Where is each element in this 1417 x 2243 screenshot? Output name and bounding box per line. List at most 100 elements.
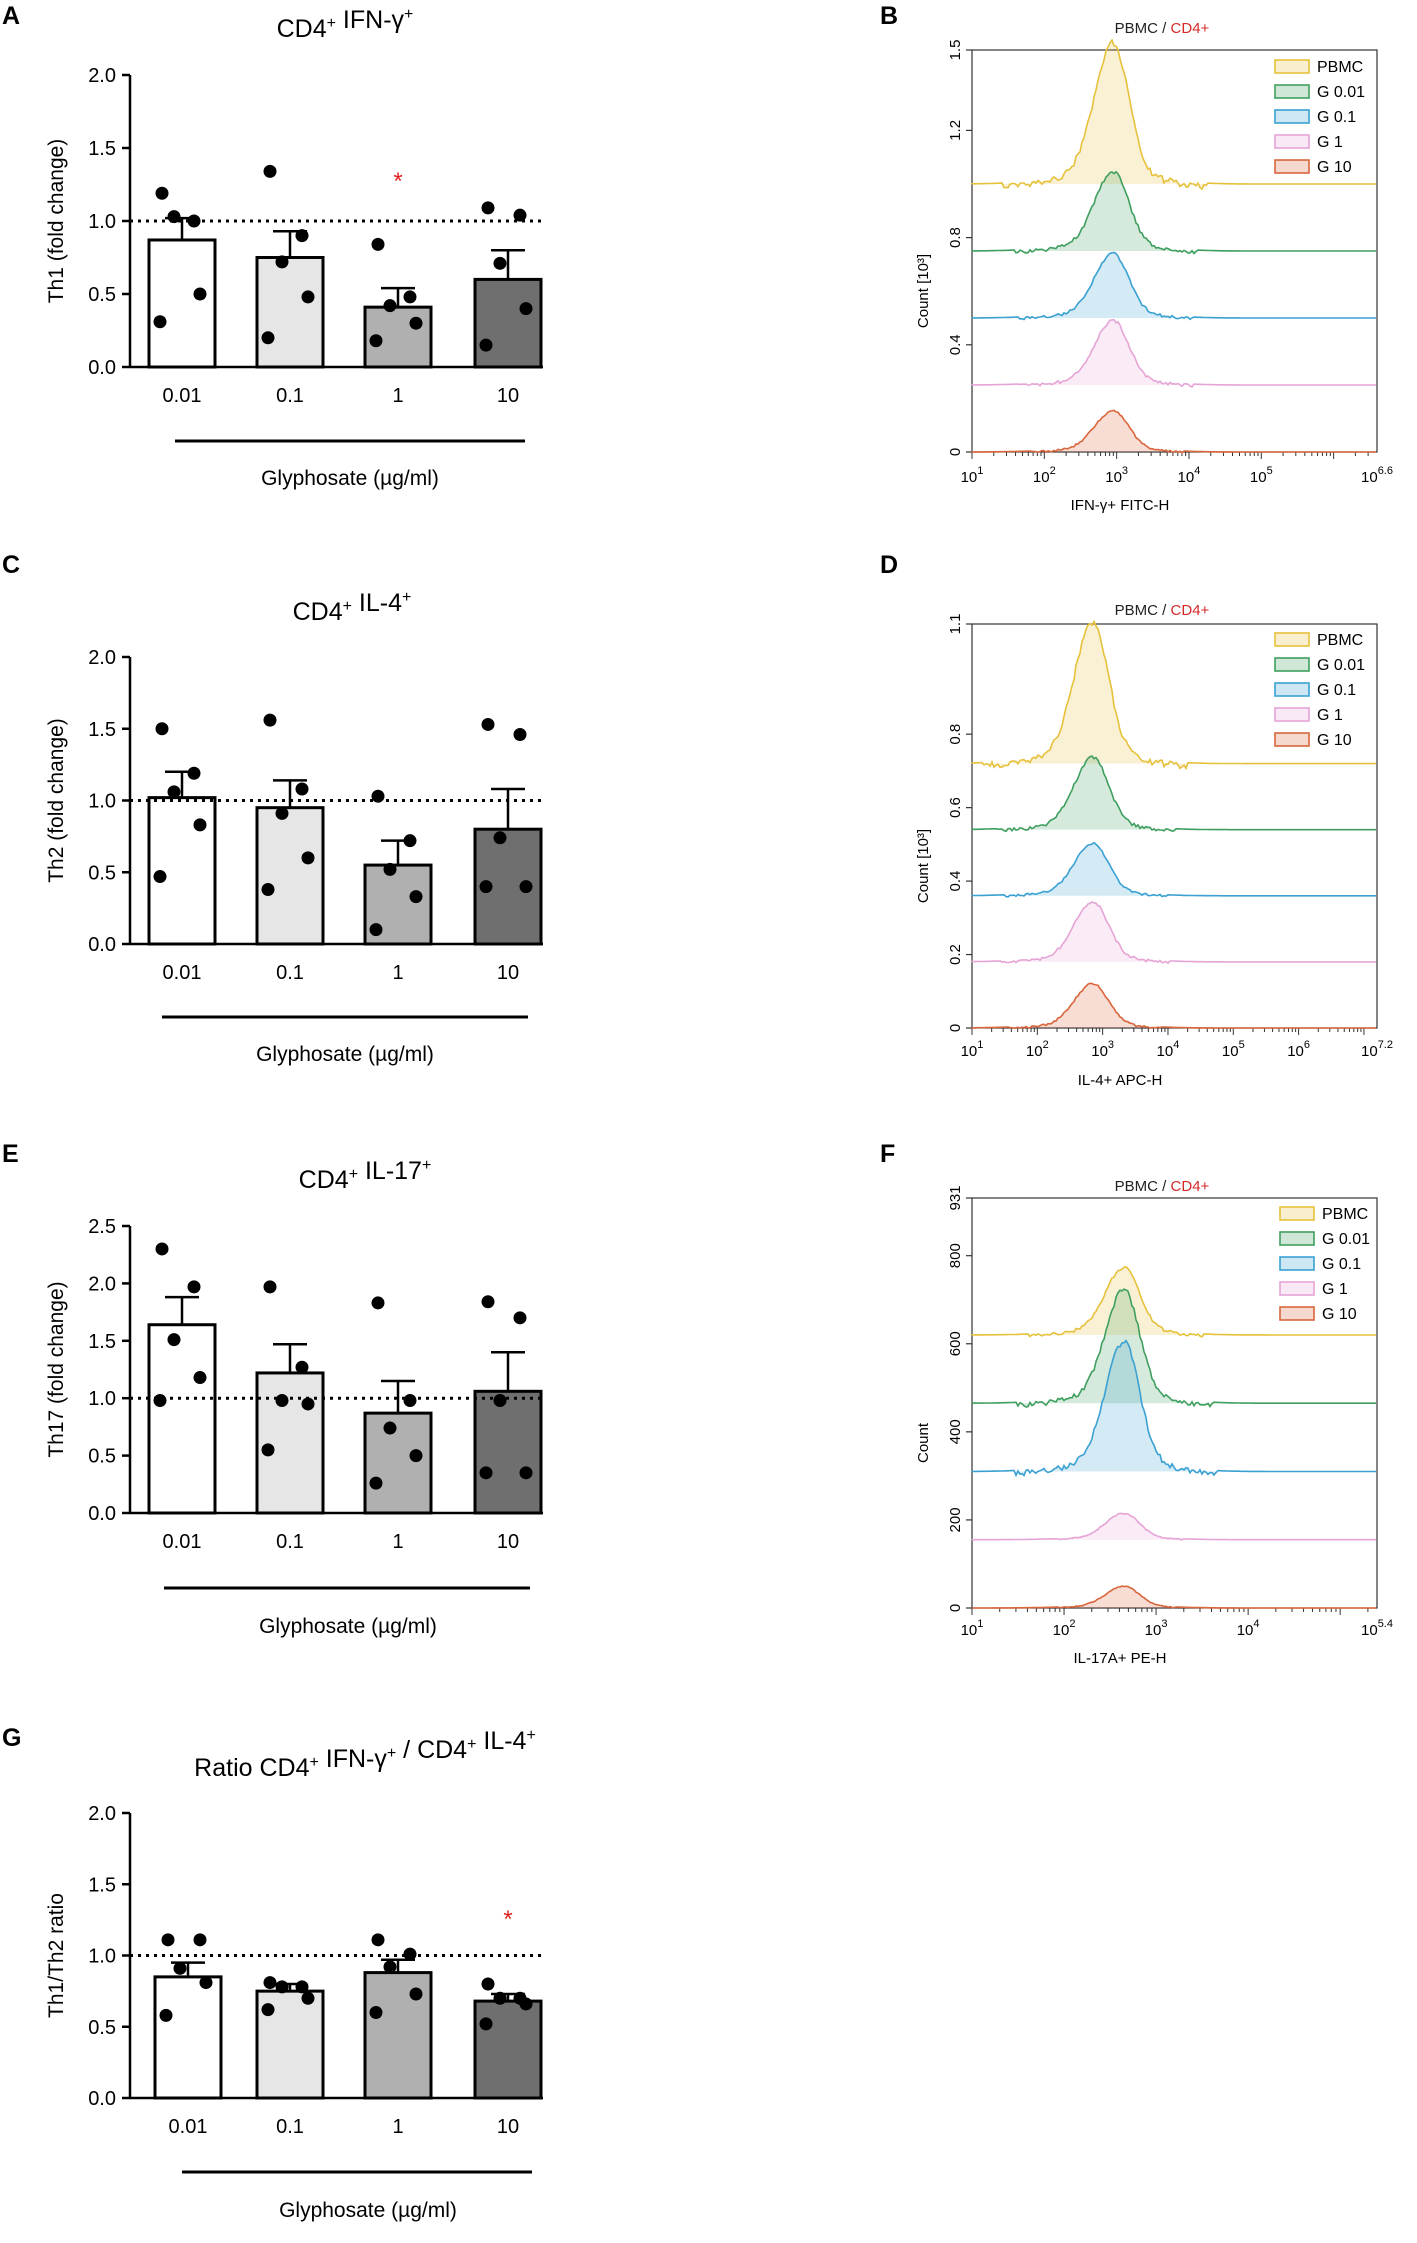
histogram-fill-f-4 [972, 1586, 1377, 1608]
data-point-g-3 [481, 1977, 495, 1991]
y-tick-label-g: 2.0 [88, 1803, 116, 1825]
panel-letter-d: D [880, 551, 898, 579]
y-tick-label-b: 0.4 [947, 334, 964, 355]
data-point-c-0 [187, 766, 201, 780]
legend-swatch-b [1274, 159, 1310, 174]
y-tick-label-a: 2.0 [88, 65, 116, 87]
chart-title-b: PBMC / CD4+ [1115, 20, 1210, 37]
data-point-a-1 [295, 229, 309, 243]
data-point-a-2 [369, 334, 383, 348]
x-axis-label-c: Glyphosate (µg/ml) [256, 1043, 434, 1066]
data-point-e-2 [409, 1449, 423, 1463]
x-tick-label-a: 10 [497, 385, 519, 407]
data-point-a-0 [187, 214, 201, 228]
legend-label-b: PBMC [1317, 59, 1363, 76]
chart-title-g: Ratio CD4+ IFN-γ+ / CD4+ IL-4+ [194, 1727, 536, 1782]
data-point-e-3 [513, 1311, 527, 1325]
data-point-e-0 [187, 1280, 201, 1294]
legend-swatch-b [1274, 109, 1310, 124]
y-tick-label-f: 600 [947, 1331, 964, 1356]
x-tick-label-e: 1 [392, 1531, 403, 1553]
histogram-line-d-2 [971, 841, 1376, 898]
x-tick-label-g: 1 [392, 2116, 403, 2138]
data-point-e-0 [155, 1242, 169, 1256]
data-point-a-1 [301, 290, 315, 304]
data-point-e-2 [403, 1393, 417, 1407]
data-point-c-3 [513, 727, 527, 741]
histogram-line-f-0 [971, 1265, 1376, 1338]
legend-label-d: G 10 [1317, 732, 1352, 749]
legend-swatch-f [1279, 1306, 1315, 1321]
significance-star-a: * [393, 168, 402, 195]
data-point-e-3 [519, 1466, 533, 1480]
y-tick-label-f: 931 [947, 1185, 964, 1210]
legend-swatch-b [1274, 59, 1310, 74]
y-tick-label-e: 0.5 [88, 1446, 116, 1468]
y-tick-label-d: 1.1 [947, 614, 964, 635]
data-point-a-3 [513, 208, 527, 222]
title-part-b: / [1158, 20, 1171, 37]
histogram-fill-d-4 [972, 983, 1377, 1029]
histogram-line-f-2 [971, 1339, 1376, 1478]
legend-label-b: G 10 [1317, 159, 1352, 176]
x-tick-label-c: 0.01 [163, 962, 202, 984]
legend-swatch-d [1274, 657, 1310, 672]
y-axis-label-f: Count [915, 1422, 932, 1463]
histogram-chart-d: PBMC / CD4+ 0 0.2 0.4 0.6 0.8 1.1 Count [10³] 10… [915, 602, 1393, 1089]
data-point-c-1 [261, 882, 275, 896]
histogram-line-d-0 [971, 619, 1376, 771]
bar-a-3 [473, 277, 543, 369]
legend-label-f: G 1 [1322, 1281, 1348, 1298]
x-tick-label-b: 101 [961, 465, 984, 486]
x-tick-label-b: 105 [1250, 465, 1273, 486]
significance-star-g: * [503, 1906, 512, 1933]
panel-letter-e: E [2, 1140, 19, 1168]
x-tick-label-d: 105 [1222, 1039, 1245, 1060]
histogram-fill-d-1 [972, 756, 1377, 832]
y-tick-label-g: 1.0 [88, 1946, 116, 1968]
data-point-e-3 [479, 1466, 493, 1480]
histogram-fill-f-1 [972, 1289, 1377, 1407]
bar-a-0 [147, 238, 217, 369]
legend-label-f: PBMC [1322, 1206, 1368, 1223]
bar-chart-g: Ratio CD4+ IFN-γ+ / CD4+ IL-4+ Th1/Th2 ra… [45, 1727, 543, 2222]
data-point-a-2 [403, 290, 417, 304]
data-point-a-1 [263, 164, 277, 178]
y-tick-label-g: 0.0 [88, 2088, 116, 2110]
data-point-c-1 [275, 806, 289, 820]
x-axis-label-b: IFN-γ+ FITC-H [1071, 497, 1170, 514]
histogram-fill-d-2 [972, 842, 1377, 897]
y-tick-label-e: 2.5 [88, 1216, 116, 1238]
x-tick-label-f: 102 [1053, 1618, 1076, 1639]
data-point-e-2 [383, 1421, 397, 1435]
histogram-line-b-2 [971, 251, 1376, 321]
bar-chart-a: CD4+ IFN-γ+ Th1 (fold change) 0.0 0.5 1.0 1.5… [45, 6, 543, 490]
y-tick-label-f: 0 [947, 1604, 964, 1612]
title-part-b: PBMC [1115, 20, 1159, 37]
legend-label-f: G 10 [1322, 1306, 1357, 1323]
title-part-d: / [1158, 602, 1171, 619]
data-point-g-2 [403, 1947, 417, 1961]
data-point-g-0 [173, 1961, 187, 1975]
data-point-g-3 [519, 1997, 533, 2011]
y-tick-label-d: 0.6 [947, 797, 964, 818]
data-point-c-0 [153, 870, 167, 884]
x-axis-label-f: IL-17A+ PE-H [1074, 1650, 1167, 1667]
data-point-g-2 [369, 2006, 383, 2019]
data-point-g-0 [193, 1933, 207, 1947]
histogram-line-f-4 [972, 1585, 1376, 1609]
y-tick-label-b: 0.8 [947, 227, 964, 248]
histogram-fill-f-2 [972, 1340, 1377, 1476]
legend-swatch-d [1274, 632, 1310, 647]
y-tick-label-f: 800 [947, 1243, 964, 1268]
y-tick-label-c: 2.0 [88, 647, 116, 669]
y-axis-label-a: Th1 (fold change) [45, 139, 68, 304]
histogram-line-d-1 [971, 755, 1376, 833]
histogram-chart-b: PBMC / CD4+ 0 0.4 0.8 1.2 1.5 Count [10³] 101 10… [915, 20, 1393, 514]
y-tick-label-g: 1.5 [88, 1874, 116, 1896]
bar-chart-c: CD4+ IL-4+ Th2 (fold change) 0.0 0.5 1.0 1.5 2… [45, 589, 543, 1066]
y-axis-label-b: Count [10³] [915, 254, 932, 328]
histogram-line-f-3 [971, 1512, 1376, 1541]
bar-e-2 [363, 1411, 433, 1515]
data-point-g-0 [199, 1976, 213, 1990]
